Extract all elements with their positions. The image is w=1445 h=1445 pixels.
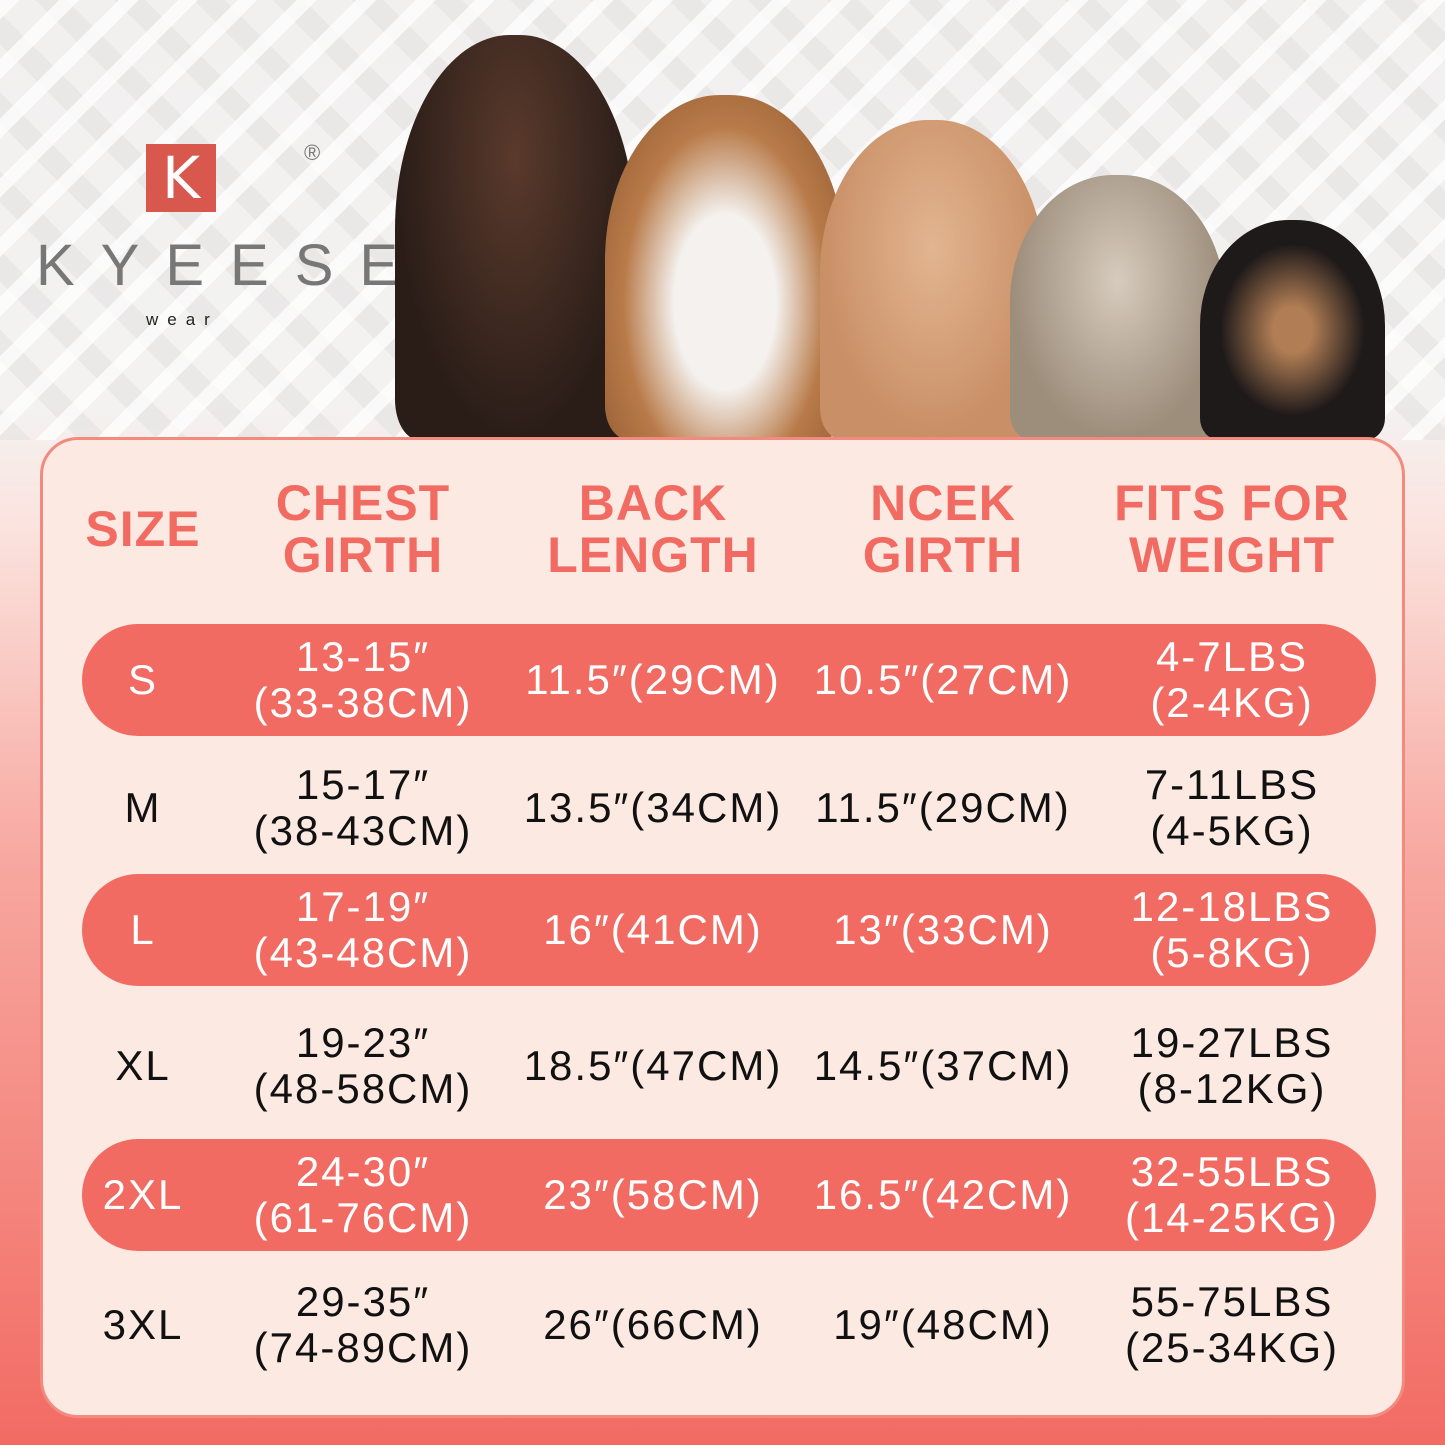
cell-weight: 19-27LBS (8-12KG) [1131, 1020, 1334, 1112]
header-neck-girth: NCEK GIRTH [862, 475, 1024, 583]
cell-back-length: 16″(41CM) [543, 906, 763, 953]
cell-neck-girth: 19″(48CM) [833, 1301, 1053, 1348]
cell-line: (43-48CM) [253, 929, 473, 976]
cell-chest-girth: 24-30″ (61-76CM) [254, 1149, 473, 1241]
cell-neck-girth: 14.5″(37CM) [813, 1042, 1073, 1089]
cell-line: (74-89CM) [253, 1324, 473, 1371]
cell-chest-girth: 13-15″ (33-38CM) [254, 634, 473, 726]
cell-chest-girth: 19-23″ (48-58CM) [254, 1020, 473, 1112]
cell-back-length: 23″(58CM) [543, 1171, 763, 1218]
row-highlight [82, 1139, 1376, 1251]
cell-line: 15-17″ [295, 761, 431, 808]
cell-back-length: 13.5″(34CM) [523, 784, 783, 831]
cell-chest-girth: 29-35″ (74-89CM) [254, 1279, 473, 1371]
cell-line: 32-55LBS [1130, 1148, 1334, 1195]
cell-back-length: 18.5″(47CM) [523, 1042, 783, 1089]
cell-line: 55-75LBS [1130, 1278, 1334, 1325]
cell-back-length: 11.5″(29CM) [525, 656, 781, 703]
cell-size: M [124, 784, 162, 831]
poodle-image [820, 120, 1045, 440]
cell-size: 3XL [102, 1301, 184, 1348]
cell-back-length: 26″(66CM) [543, 1301, 763, 1348]
header-back-length: BACK LENGTH [547, 475, 759, 583]
cell-size: S [127, 656, 159, 703]
cell-line: (5-8KG) [1150, 929, 1314, 976]
brand-logo: K ® KYEESE wear [30, 140, 398, 340]
cell-weight: 32-55LBS (14-25KG) [1125, 1149, 1339, 1241]
logo-k-icon: K [146, 144, 216, 212]
row-highlight [82, 874, 1376, 986]
header-chest-girth: CHEST GIRTH [275, 475, 451, 583]
cell-line: (25-34KG) [1124, 1324, 1340, 1371]
cell-chest-girth: 17-19″ (43-48CM) [254, 884, 473, 976]
cell-line: 24-30″ [295, 1148, 431, 1195]
cell-line: 12-18LBS [1130, 883, 1334, 930]
cell-size: 2XL [102, 1171, 184, 1218]
cell-weight: 55-75LBS (25-34KG) [1125, 1279, 1339, 1371]
cell-weight: 4-7LBS (2-4KG) [1150, 634, 1313, 726]
cell-line: (8-12KG) [1137, 1065, 1327, 1112]
cell-line: (48-58CM) [253, 1065, 473, 1112]
cell-size: L [130, 906, 156, 953]
row-highlight [82, 624, 1376, 736]
cell-line: 13-15″ [295, 633, 431, 680]
cell-line: (2-4KG) [1150, 679, 1314, 726]
header-weight: FITS FOR WEIGHT [1114, 475, 1350, 583]
cell-weight: 7-11LBS (4-5KG) [1145, 762, 1319, 854]
cell-line: 19-27LBS [1130, 1019, 1334, 1066]
cell-weight: 12-18LBS (5-8KG) [1131, 884, 1334, 976]
brand-name: KYEESE [36, 233, 425, 298]
cell-chest-girth: 15-17″ (38-43CM) [254, 762, 473, 854]
cell-neck-girth: 11.5″(29CM) [815, 784, 1071, 831]
cell-line: (14-25KG) [1124, 1194, 1340, 1241]
header-size: SIZE [85, 501, 201, 557]
cell-line: 29-35″ [295, 1278, 431, 1325]
chihuahua-image [1200, 220, 1385, 440]
terrier-image [1010, 175, 1225, 440]
cell-line: (38-43CM) [253, 807, 473, 854]
cell-line: 7-11LBS [1144, 761, 1320, 808]
dogs-photo [380, 30, 1390, 440]
cell-neck-girth: 13″(33CM) [833, 906, 1053, 953]
cell-line: (61-76CM) [253, 1194, 473, 1241]
cell-line: 19-23″ [295, 1019, 431, 1066]
doberman-image [395, 35, 635, 440]
cell-neck-girth: 16.5″(42CM) [813, 1171, 1073, 1218]
cell-line: (4-5KG) [1150, 807, 1314, 854]
brand-tagline: wear [146, 310, 219, 329]
cell-line: 17-19″ [295, 883, 431, 930]
cell-line: (33-38CM) [253, 679, 473, 726]
cell-size: XL [115, 1042, 171, 1089]
registered-mark: ® [304, 140, 321, 165]
cell-neck-girth: 10.5″(27CM) [813, 656, 1073, 703]
cell-line: 4-7LBS [1155, 633, 1309, 680]
beagle-image [605, 95, 845, 440]
